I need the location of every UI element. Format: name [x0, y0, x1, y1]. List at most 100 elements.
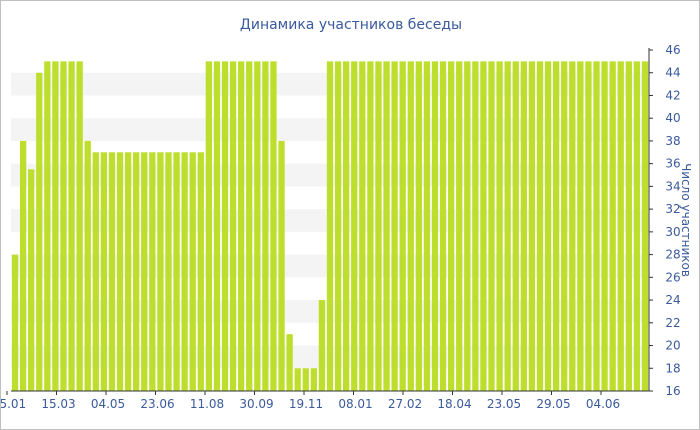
- bar: [92, 152, 99, 391]
- x-tick-label: 11.08: [190, 397, 224, 411]
- x-tick-label: 25.01: [1, 397, 26, 411]
- bar: [108, 152, 116, 391]
- bar: [456, 61, 463, 392]
- bar: [52, 61, 59, 392]
- bar: [44, 61, 51, 392]
- bar: [585, 61, 592, 392]
- bar: [133, 152, 140, 391]
- bar: [633, 61, 641, 392]
- y-tick-label: 18: [665, 361, 680, 375]
- bar: [552, 61, 560, 392]
- x-tick-label: 18.04: [437, 397, 471, 411]
- y-axis-label: Число участников: [679, 163, 693, 277]
- bar: [512, 61, 519, 392]
- y-tick-label: 24: [665, 293, 680, 307]
- y-ticks: 16 18 20 22 24 26 28 30 32 34 36 38 40 42 44 46: [649, 43, 681, 398]
- y-tick-label: 28: [665, 248, 680, 262]
- x-tick-label: 15.03: [41, 397, 75, 411]
- bar: [28, 169, 35, 391]
- bar: [415, 61, 422, 392]
- x-tick-label: 23.06: [140, 397, 174, 411]
- bar: [286, 334, 293, 391]
- bar: [528, 61, 536, 392]
- bar: [343, 61, 350, 392]
- bar: [520, 61, 527, 392]
- bar: [11, 254, 19, 391]
- bar: [76, 61, 83, 392]
- y-tick-label: 30: [665, 225, 680, 239]
- bar: [294, 368, 301, 391]
- bar: [577, 61, 584, 392]
- bar: [625, 61, 632, 392]
- y-tick-label: 38: [665, 134, 680, 148]
- y-tick-label: 16: [665, 384, 680, 398]
- x-tick-label: 27.02: [388, 397, 422, 411]
- chart-title: Динамика участников беседы: [240, 17, 462, 33]
- bar: [278, 140, 285, 391]
- bar: [157, 152, 164, 391]
- bar: [238, 61, 245, 392]
- bar: [447, 61, 455, 392]
- bar: [173, 152, 180, 391]
- bar: [36, 72, 43, 391]
- x-tick-label: 29.05: [536, 397, 570, 411]
- axes: [11, 48, 650, 392]
- y-tick-label: 26: [665, 270, 680, 284]
- bar: [407, 61, 414, 392]
- y-tick-label: 44: [665, 66, 680, 80]
- bar: [504, 61, 511, 392]
- bar: [472, 61, 479, 392]
- bar: [141, 152, 148, 391]
- y-tick-label: 42: [665, 88, 680, 102]
- x-tick-label: 04.06: [586, 397, 620, 411]
- bar: [19, 140, 27, 391]
- bar: [464, 61, 471, 392]
- y-tick-label: 34: [665, 179, 680, 193]
- bar: [124, 152, 132, 391]
- bar: [302, 368, 309, 391]
- x-ticks: 25.01 15.03 04.05 23.06 11.08 30.09 19.11 08.01…: [1, 391, 620, 411]
- bar: [351, 61, 358, 392]
- x-tick-label: 08.01: [338, 397, 372, 411]
- bar: [641, 61, 649, 392]
- bar: [593, 61, 600, 392]
- y-tick-label: 36: [665, 157, 680, 171]
- y-tick-label: 20: [665, 339, 680, 353]
- bar: [165, 152, 172, 391]
- x-tick-label: 04.05: [91, 397, 125, 411]
- bar: [68, 61, 75, 392]
- bar: [536, 61, 544, 392]
- bar: [318, 300, 326, 391]
- bar: [569, 61, 576, 392]
- bar: [84, 140, 91, 391]
- bar: [488, 61, 495, 392]
- bar: [221, 61, 229, 392]
- bar: [189, 152, 196, 391]
- bar: [617, 61, 624, 392]
- bar: [205, 61, 213, 392]
- bar: [391, 61, 398, 392]
- bar: [359, 61, 366, 392]
- bar: [439, 61, 447, 392]
- bar: [431, 61, 439, 392]
- bar: [367, 61, 374, 392]
- x-tick-label: 19.11: [289, 397, 323, 411]
- bar: [310, 368, 317, 391]
- bar: [375, 61, 382, 392]
- bar: [246, 61, 253, 392]
- bar: [334, 61, 342, 392]
- y-tick-label: 46: [665, 43, 680, 57]
- bar: [496, 61, 503, 392]
- bar: [480, 61, 487, 392]
- bar: [60, 61, 67, 392]
- bar: [326, 61, 334, 392]
- bar: [213, 61, 221, 392]
- bar: [423, 61, 431, 392]
- bar: [229, 61, 237, 392]
- bar: [399, 61, 406, 392]
- x-tick-label: 30.09: [239, 397, 273, 411]
- bar: [544, 61, 552, 392]
- y-tick-label: 32: [665, 202, 680, 216]
